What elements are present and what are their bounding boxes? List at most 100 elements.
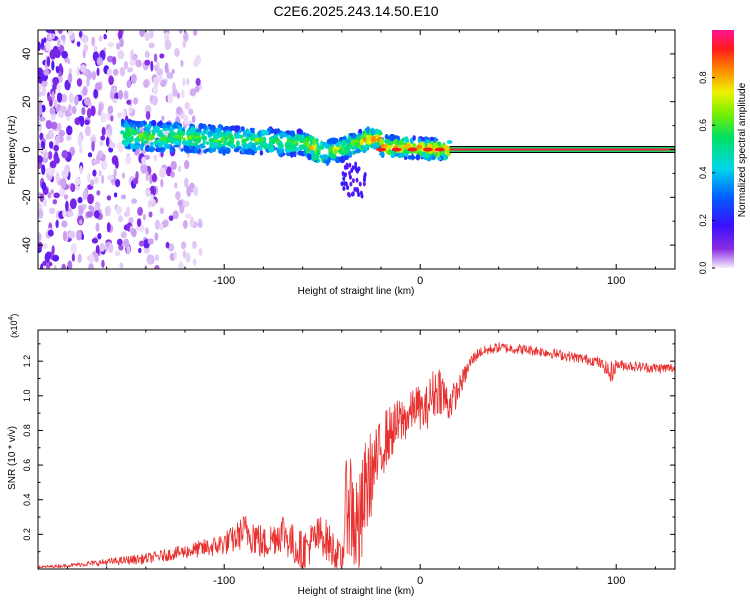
noise-blob — [185, 252, 191, 263]
noise-blob — [167, 93, 174, 104]
noise-blob — [174, 48, 180, 57]
signal-blob — [192, 142, 199, 147]
signal-blob — [296, 134, 302, 142]
noise-blob — [99, 242, 106, 252]
noise-blob — [189, 182, 195, 189]
signal-blob — [362, 149, 367, 154]
signal-blob — [168, 132, 173, 137]
signal-blob — [289, 145, 296, 152]
noise-blob — [53, 144, 59, 152]
noise-blob — [150, 193, 154, 203]
noise-blob — [55, 65, 60, 74]
signal-peak — [376, 147, 386, 152]
noise-blob — [43, 69, 50, 76]
signal-blob — [437, 156, 442, 161]
noise-blob — [198, 247, 203, 257]
signal-blob — [370, 135, 377, 143]
signal-blob — [153, 139, 159, 145]
noise-blob — [87, 70, 93, 80]
snr-x-tick-label: 100 — [607, 575, 625, 587]
spectrogram-x-tick-label: -100 — [213, 275, 235, 287]
signal-blob — [412, 135, 416, 141]
signal-peak — [391, 147, 402, 152]
signal-blob — [350, 138, 356, 146]
noise-blob — [135, 59, 142, 68]
noise-blob — [51, 60, 55, 71]
noise-blob — [93, 176, 100, 185]
snr-frame — [37, 329, 676, 570]
noise-blob — [176, 106, 183, 115]
noise-blob — [177, 165, 182, 173]
noise-blob — [81, 34, 89, 44]
signal-blob — [148, 147, 154, 152]
spectrogram-plot: -100 0 100 -40 -20 0 20 40 Height of straight … — [7, 29, 676, 297]
noise-blob — [126, 206, 131, 214]
signal-blob — [350, 167, 354, 173]
signal-blob — [127, 136, 131, 144]
noise-blob — [43, 37, 47, 44]
noise-blob — [172, 88, 178, 97]
signal-blob — [150, 141, 154, 147]
noise-blob — [40, 78, 48, 88]
noise-blob — [94, 210, 100, 219]
signal-blob — [208, 138, 215, 143]
noise-blob — [106, 222, 111, 233]
noise-blob — [191, 115, 196, 124]
noise-blob — [78, 205, 84, 215]
noise-blob — [184, 102, 191, 110]
noise-blob — [79, 219, 83, 225]
signal-blob — [251, 150, 255, 156]
noise-blob — [107, 41, 115, 48]
signal-blob — [161, 136, 168, 142]
colorbar-tick-label: 0.0 — [698, 262, 708, 275]
noise-blob — [154, 254, 159, 261]
noise-blob — [114, 158, 119, 169]
colorbar: 0.0 0.2 0.4 0.6 0.8 Normalized spectral ampl… — [698, 30, 748, 274]
signal-blob — [120, 130, 125, 135]
signal-blob — [204, 148, 210, 152]
noise-blob — [70, 183, 76, 193]
noise-blob — [59, 105, 67, 113]
noise-blob — [125, 155, 132, 165]
noise-blob — [113, 192, 118, 198]
noise-blob — [128, 217, 134, 225]
noise-blob — [84, 125, 91, 137]
noise-blob — [101, 174, 105, 185]
signal-blob — [366, 126, 371, 134]
noise-blob — [87, 193, 94, 205]
snr-y-ticks: 0.2 0.4 0.6 0.8 1.0 1.2 — [22, 343, 675, 553]
signal-blob — [398, 144, 404, 149]
signal-blob — [206, 126, 211, 130]
spectrogram-x-label: Height of straight line (km) — [298, 286, 415, 297]
noise-blob — [84, 96, 91, 106]
noise-blob — [183, 31, 189, 42]
noise-blob — [126, 244, 131, 255]
noise-blob — [107, 174, 115, 181]
signal-blob — [236, 140, 240, 147]
noise-blob — [52, 254, 60, 262]
noise-blob — [38, 208, 44, 219]
noise-blob — [123, 90, 129, 100]
signal-blob — [362, 177, 366, 183]
signal-blob — [142, 133, 147, 140]
signal-blob — [120, 118, 125, 125]
signal-blob — [380, 151, 385, 157]
noise-blob — [112, 68, 119, 76]
noise-blob — [160, 79, 167, 88]
noise-blob — [184, 177, 189, 188]
colorbar-label: Normalized spectral amplitude — [737, 82, 748, 217]
noise-blob — [49, 141, 54, 149]
signal-blob — [373, 128, 380, 135]
signal-blob — [246, 148, 252, 154]
noise-blob — [111, 87, 118, 94]
snr-scale-exponent: 4 — [8, 316, 15, 320]
noise-blob — [54, 49, 61, 59]
noise-blob — [58, 63, 63, 74]
snr-scale-close: ) — [9, 314, 19, 317]
noise-blob — [161, 115, 165, 121]
signal-blob — [186, 130, 192, 135]
noise-blob — [108, 243, 114, 254]
noise-blob — [41, 85, 47, 97]
noise-blob — [145, 227, 149, 235]
noise-blob — [170, 160, 177, 171]
